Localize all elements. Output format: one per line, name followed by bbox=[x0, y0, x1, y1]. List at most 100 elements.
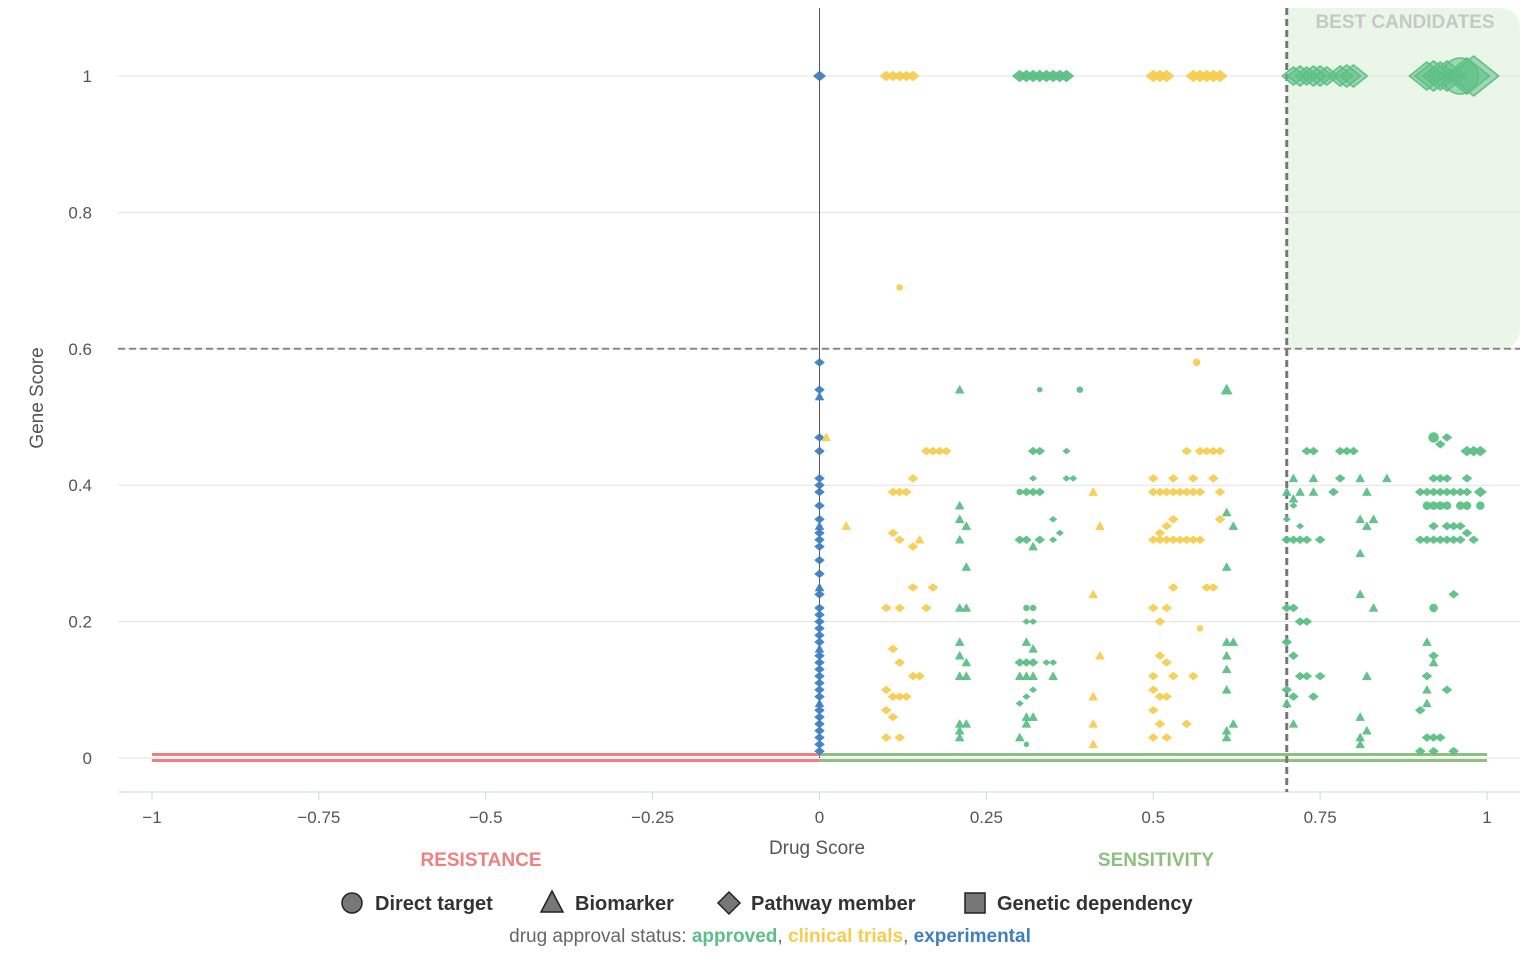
data-point bbox=[1154, 617, 1166, 626]
data-point bbox=[1187, 671, 1199, 681]
data-point bbox=[1355, 473, 1365, 483]
data-point bbox=[1295, 522, 1305, 530]
data-point bbox=[1221, 637, 1232, 646]
resistance-bar bbox=[152, 753, 820, 756]
data-point bbox=[1461, 474, 1473, 483]
x-tick-label: −0.25 bbox=[631, 808, 674, 827]
best-candidates-zone bbox=[1286, 8, 1520, 349]
data-point bbox=[1368, 603, 1379, 612]
data-point bbox=[1288, 718, 1299, 728]
data-point bbox=[1314, 535, 1326, 545]
data-point bbox=[961, 521, 972, 530]
y-tick-label: 0 bbox=[83, 749, 92, 768]
pathway-member-legend-icon bbox=[716, 890, 742, 916]
data-point bbox=[887, 644, 899, 654]
x-tick-label: 1 bbox=[1482, 808, 1491, 827]
data-point bbox=[1308, 692, 1319, 701]
data-point bbox=[887, 712, 899, 722]
data-point bbox=[907, 542, 919, 551]
data-point bbox=[1028, 686, 1038, 694]
data-point bbox=[1194, 487, 1206, 497]
data-point bbox=[1028, 643, 1038, 653]
data-point bbox=[1355, 712, 1365, 721]
data-point bbox=[1221, 562, 1232, 571]
data-point bbox=[1167, 474, 1179, 483]
approval-status-line: drug approval status: approved, clinical… bbox=[509, 926, 1031, 947]
data-point bbox=[1442, 501, 1452, 510]
data-point bbox=[814, 555, 825, 565]
data-point bbox=[1048, 515, 1058, 523]
data-point bbox=[1147, 603, 1159, 613]
data-point bbox=[1476, 501, 1485, 510]
data-point bbox=[814, 446, 825, 456]
data-point bbox=[1147, 733, 1159, 742]
data-point bbox=[1368, 514, 1379, 524]
x-axis-title: Drug Score bbox=[769, 838, 865, 859]
data-point bbox=[1434, 439, 1446, 449]
resistance-bar bbox=[152, 759, 820, 762]
data-point bbox=[812, 70, 827, 82]
data-point bbox=[1214, 514, 1226, 524]
data-point bbox=[1058, 69, 1075, 83]
data-point bbox=[1448, 589, 1460, 599]
data-point bbox=[1441, 474, 1453, 483]
status-separator: , bbox=[777, 926, 788, 947]
data-point bbox=[927, 583, 939, 592]
data-point bbox=[1014, 671, 1025, 680]
data-point bbox=[920, 603, 932, 613]
data-point bbox=[900, 487, 912, 497]
data-point bbox=[1282, 515, 1291, 523]
data-point bbox=[1289, 502, 1298, 509]
data-point bbox=[841, 521, 852, 530]
data-point bbox=[1042, 659, 1051, 666]
data-point bbox=[880, 705, 892, 715]
status-prefix: drug approval status: bbox=[509, 926, 692, 947]
x-tick-label: 0 bbox=[815, 808, 824, 827]
data-point bbox=[1181, 446, 1193, 456]
y-tick-label: 0.6 bbox=[68, 340, 92, 359]
data-point bbox=[814, 569, 825, 579]
data-point bbox=[1167, 583, 1179, 592]
data-point bbox=[1362, 521, 1372, 530]
y-tick-label: 0.4 bbox=[68, 476, 92, 495]
data-point bbox=[1147, 705, 1159, 715]
data-point bbox=[1281, 487, 1292, 496]
data-point bbox=[1181, 719, 1193, 729]
data-point bbox=[1338, 64, 1369, 88]
data-point bbox=[1048, 671, 1058, 680]
data-point bbox=[1021, 535, 1032, 545]
data-point bbox=[1422, 684, 1432, 694]
data-point bbox=[1281, 685, 1293, 695]
y-tick-label: 0.8 bbox=[68, 203, 92, 222]
data-point bbox=[1414, 746, 1426, 756]
x-tick-label: 0.75 bbox=[1304, 808, 1337, 827]
data-point bbox=[1187, 474, 1199, 483]
data-point bbox=[1308, 446, 1319, 456]
data-point bbox=[954, 514, 965, 524]
data-point bbox=[1022, 618, 1031, 625]
data-point bbox=[1088, 739, 1098, 749]
data-point bbox=[1088, 589, 1098, 599]
data-point bbox=[954, 384, 965, 394]
data-point bbox=[1076, 386, 1084, 393]
data-point bbox=[1147, 474, 1159, 483]
data-point bbox=[1454, 535, 1466, 545]
data-point bbox=[1288, 603, 1299, 613]
data-point bbox=[1228, 521, 1239, 530]
data-point bbox=[1154, 528, 1166, 538]
data-point bbox=[814, 589, 825, 599]
data-point bbox=[1015, 700, 1024, 707]
data-point bbox=[1428, 746, 1440, 756]
data-point bbox=[814, 501, 825, 510]
data-point bbox=[1441, 685, 1453, 695]
data-point bbox=[1023, 741, 1030, 748]
data-point bbox=[1461, 528, 1473, 538]
data-point bbox=[1454, 521, 1466, 531]
data-point bbox=[1355, 589, 1365, 599]
biomarker-legend-icon bbox=[539, 889, 565, 913]
data-point bbox=[1301, 671, 1313, 681]
data-point bbox=[961, 657, 972, 667]
data-point bbox=[1348, 446, 1359, 456]
data-point bbox=[1028, 712, 1038, 721]
